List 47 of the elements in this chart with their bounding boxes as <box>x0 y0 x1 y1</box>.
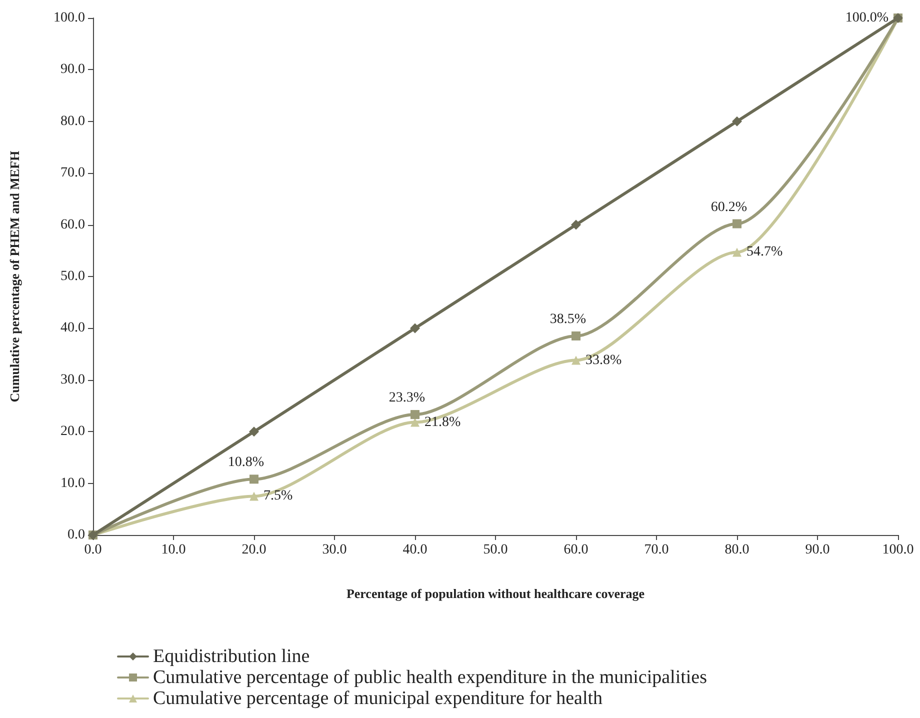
y-tick-label: 40.0 <box>60 320 85 336</box>
x-tick-label: 90.0 <box>805 542 830 558</box>
legend-label: Cumulative percentage of municipal expenditure for health <box>153 688 603 709</box>
x-tick-label: 30.0 <box>322 542 347 558</box>
point <box>250 474 258 484</box>
point <box>571 220 581 230</box>
legend-label: Cumulative percentage of public health expenditure in the municipalities <box>153 667 707 688</box>
x-tick-label: 50.0 <box>483 542 508 558</box>
x-tick-label: 70.0 <box>644 542 669 558</box>
x-tick-label: 100.0 <box>882 542 914 558</box>
point <box>732 219 742 228</box>
data-label: 7.5% <box>264 488 293 504</box>
point <box>572 331 580 340</box>
data-label: 33.8% <box>586 352 622 368</box>
y-tick-label: 0.0 <box>68 528 85 542</box>
x-tick-label: 60.0 <box>564 542 588 558</box>
data-label: 38.5% <box>550 312 586 327</box>
y-tick-label: 30.0 <box>60 372 85 388</box>
data-label: 54.7% <box>746 244 783 260</box>
data-label: 60.2% <box>710 200 748 215</box>
data-label: 21.8% <box>424 414 461 430</box>
data-label: 23.3% <box>388 390 426 406</box>
y-tick-label: 60.0 <box>60 217 85 232</box>
data-label: 100.0% <box>845 10 889 26</box>
point <box>410 410 420 420</box>
point <box>249 426 259 437</box>
x-tick-label: 40.0 <box>402 542 428 558</box>
y-tick-label: 10.0 <box>60 476 85 491</box>
y-tick-label: 20.0 <box>60 424 85 440</box>
x-tick-label: 10.0 <box>161 542 186 558</box>
y-tick-label: 80.0 <box>60 114 85 129</box>
y-tick-label: 100.0 <box>54 10 85 26</box>
x-tick-label: 0.0 <box>84 542 102 558</box>
point <box>410 323 420 334</box>
point <box>732 248 742 257</box>
point <box>250 492 258 501</box>
x-tick-label: 20.0 <box>242 542 266 558</box>
y-tick-label: 90.0 <box>60 62 85 78</box>
legend-label: Equidistribution line <box>153 646 310 667</box>
y-axis-title: Cumulative percentage of PHEM and MEFH <box>7 150 22 402</box>
point <box>572 356 580 365</box>
point <box>732 116 742 126</box>
y-tick-label: 50.0 <box>60 269 85 284</box>
data-label: 10.8% <box>228 455 264 470</box>
x-tick-label: 80.0 <box>724 542 750 558</box>
x-axis-title: Percentage of population without healthcare coverage <box>346 586 645 601</box>
y-tick-label: 70.0 <box>60 166 85 181</box>
